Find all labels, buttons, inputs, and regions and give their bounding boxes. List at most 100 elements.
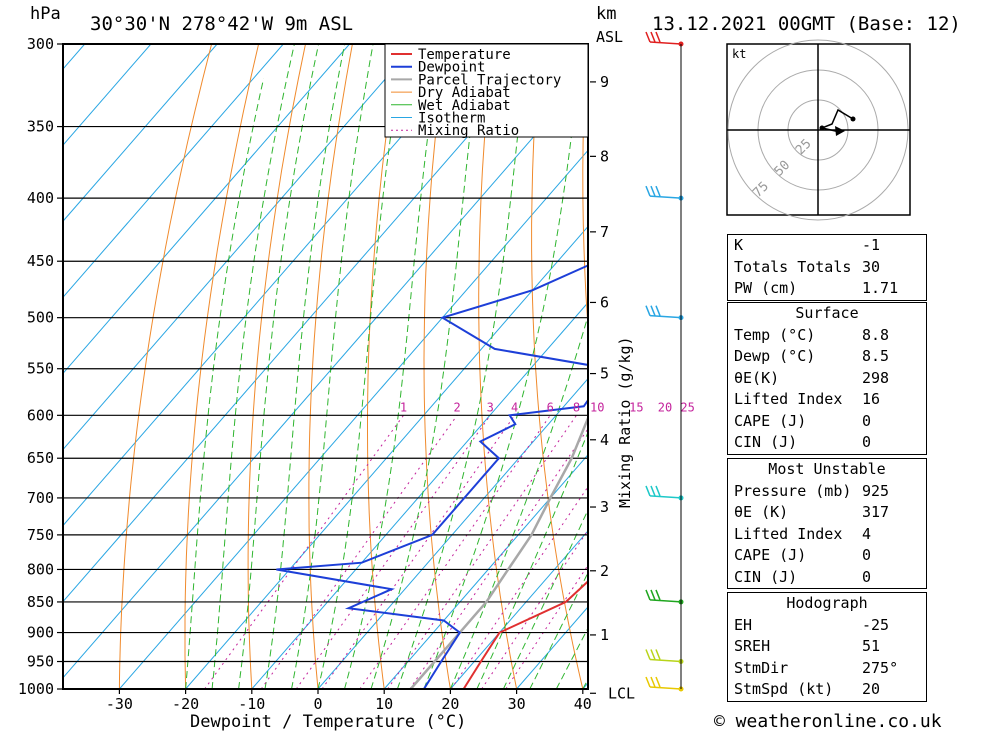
hodograph-point: [819, 125, 825, 131]
wind-barb-flag: [655, 305, 661, 316]
isotherm-line: [317, 377, 588, 689]
km-tick-label: LCL: [608, 684, 635, 702]
wind-barb-flag: [650, 589, 656, 601]
dry-adiabat-line: [962, 44, 1000, 689]
hodograph-stat-value: -25: [862, 615, 890, 634]
totals-totals-value: 30: [862, 257, 881, 276]
most-unstable-value: 0: [862, 546, 872, 564]
wind-barb-flag: [645, 305, 651, 316]
km-tick-label: 2: [600, 562, 609, 580]
y-tick-label: 550: [27, 360, 54, 378]
y-tick-label: 650: [27, 449, 54, 467]
wind-barb-flag: [645, 676, 651, 688]
hodograph-table: Hodograph EH -25 SREH 51 StmDir 275° StmSpd (k…: [727, 592, 927, 702]
wind-barb-flag: [650, 185, 656, 197]
x-tick-label: 30: [508, 695, 526, 713]
legend-label: Dry Adiabat: [418, 85, 511, 101]
y-tick-label: 450: [27, 252, 54, 270]
mixing-ratio-label: 4: [511, 400, 518, 414]
dewpoint-line: [276, 264, 588, 689]
station-location: 30°30'N 278°42'W 9m ASL: [90, 13, 353, 35]
legend-label: Dewpoint: [418, 60, 485, 76]
y-tick-label: 600: [27, 406, 54, 424]
surface-row: CAPE (J) 0: [728, 411, 926, 433]
km-tick-label: 7: [600, 223, 609, 241]
hodograph-stat-value: 51: [862, 637, 881, 655]
mixing-ratio-label: 25: [680, 400, 694, 414]
k-index-value: -1: [862, 236, 881, 254]
asl-unit-label: ASL: [596, 28, 623, 46]
pw-value: 1.71: [862, 279, 899, 297]
surface-value: 0: [862, 433, 872, 451]
hodograph-trace: [819, 108, 854, 133]
legend-label: Wet Adiabat: [418, 98, 511, 114]
y-tick-label: 700: [27, 489, 54, 507]
hodograph-stat-row: SREH 51: [728, 636, 926, 658]
wind-barb: [649, 686, 682, 690]
dry-adiabat-line: [582, 44, 588, 334]
most-unstable-row: CIN (J) 0: [728, 567, 926, 589]
isotherm-line: [63, 44, 284, 299]
dry-adiabat-line: [633, 44, 716, 689]
y-tick-label: 750: [27, 526, 54, 544]
dry-adiabat-line: [423, 44, 451, 689]
wind-barb-flag: [655, 31, 661, 43]
hodograph-stat-label: SREH: [734, 637, 771, 655]
mixing-ratio-line: [359, 415, 551, 689]
y-unit-label: hPa: [30, 4, 61, 24]
mixing-ratio-label: 3: [487, 400, 494, 414]
mixing-ratio-line: [204, 415, 404, 689]
dry-adiabat-line: [478, 44, 518, 689]
most-unstable-label: Lifted Index: [734, 524, 843, 543]
mixing-ratio-label: 15: [629, 400, 643, 414]
isotherm-line: [63, 44, 483, 527]
mixing-ratio-label: 10: [590, 400, 604, 414]
isotherm-line: [383, 453, 588, 689]
y-tick-label: 300: [27, 35, 54, 53]
mixing-ratio-label: 20: [658, 400, 672, 414]
km-unit-label: km: [596, 4, 616, 24]
isotherm-line: [63, 44, 417, 451]
most-unstable-value: 0: [862, 567, 872, 586]
isotherm-line: [0, 44, 19, 689]
surface-label: CAPE (J): [734, 411, 807, 430]
surface-value: 16: [862, 390, 881, 408]
km-tick-label: 4: [600, 431, 609, 449]
hodograph-table-title: Hodograph: [786, 594, 868, 612]
wind-barb: [649, 599, 682, 603]
most-unstable-row: θE (K) 317: [728, 502, 926, 524]
wind-barb-flag: [650, 305, 656, 316]
mixing-ratio-label: 6: [547, 400, 554, 414]
dry-adiabat-line: [184, 44, 260, 689]
mixing-ratio-line: [295, 415, 491, 689]
surface-value: 8.5: [862, 347, 890, 365]
isotherm-line: [119, 149, 588, 689]
most-unstable-label: CIN (J): [734, 567, 798, 586]
wet-adiabat-line: [211, 44, 295, 689]
surface-label: Dewp (°C): [734, 347, 816, 365]
km-tick-label: 6: [600, 293, 609, 311]
x-tick-label: 40: [574, 695, 592, 713]
surface-row: Lifted Index 16: [728, 389, 926, 411]
most-unstable-row: Pressure (mb) 925: [728, 481, 926, 503]
mixing-ratio-label: 2: [453, 400, 460, 414]
mixing-ratio-line: [387, 415, 577, 689]
legend-label: Parcel Trajectory: [418, 72, 561, 88]
wet-adiabat-line: [185, 78, 265, 689]
surface-value: 0: [862, 411, 872, 430]
most-unstable-value: 317: [862, 503, 890, 521]
surface-value: 298: [862, 368, 890, 387]
wet-adiabat-line: [291, 44, 374, 689]
wind-barb-flag: [645, 31, 651, 43]
x-tick-label: 0: [313, 695, 322, 713]
wet-adiabat-line: [264, 44, 346, 689]
hodograph-stat-value: 275°: [862, 658, 899, 677]
km-tick-label: 1: [600, 626, 609, 644]
most-unstable-table: Most Unstable Pressure (mb) 925 θE (K) 317 L…: [727, 458, 927, 589]
mixing-ratio-line: [260, 415, 458, 689]
surface-row: Temp (°C) 8.8: [728, 325, 926, 347]
hodograph-unit: kt: [732, 47, 746, 61]
most-unstable-label: CAPE (J): [734, 546, 807, 564]
